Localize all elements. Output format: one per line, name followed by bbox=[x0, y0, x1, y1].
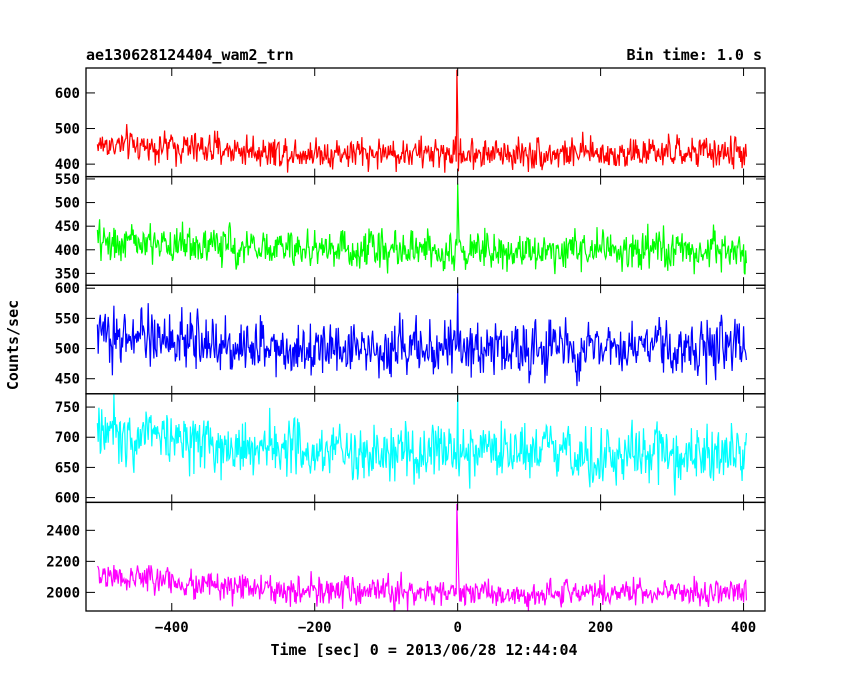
series-line-th0123 bbox=[96, 503, 747, 612]
y-tick-label: 450 bbox=[55, 219, 80, 235]
y-tick-label: 500 bbox=[55, 196, 80, 212]
y-tick-label: 450 bbox=[55, 372, 80, 388]
y-tick-label: 750 bbox=[55, 400, 80, 416]
x-tick-label: −400 bbox=[155, 620, 189, 636]
panel-th1: 350 400 450 500 550 bbox=[55, 172, 766, 286]
y-tick-label: 550 bbox=[55, 172, 80, 188]
x-tick-label: 0 bbox=[453, 620, 461, 636]
panel-th3: 600 650 700 750 bbox=[55, 393, 766, 507]
x-tick-label: −200 bbox=[298, 620, 332, 636]
y-tick-label: 350 bbox=[55, 266, 80, 282]
panel-th0: 400 500 600 bbox=[55, 67, 766, 178]
y-tick-label: 2200 bbox=[46, 554, 80, 570]
x-axis: −400 −200 0 200 400 bbox=[155, 620, 756, 636]
x-axis-title: Time [sec] 0 = 2013/06/28 12:44:04 bbox=[270, 641, 577, 659]
y-tick-label: 500 bbox=[55, 342, 80, 358]
chart-title: ae130628124404_wam2_trn bbox=[86, 46, 294, 64]
panel-frame bbox=[85, 501, 766, 612]
bin-time-label: Bin time: 1.0 s bbox=[627, 46, 762, 64]
y-tick-label: 600 bbox=[55, 86, 80, 102]
x-tick-label: 400 bbox=[731, 620, 756, 636]
y-tick-label: 550 bbox=[55, 311, 80, 327]
panel-th0123: 2000 2200 2400 bbox=[46, 501, 766, 612]
y-tick-label: 500 bbox=[55, 122, 80, 138]
panel-th2: 450 500 550 600 bbox=[55, 281, 766, 395]
y-tick-label: 2000 bbox=[46, 585, 80, 601]
panels-group: 4005006003504004505005504505005506006006… bbox=[46, 67, 766, 612]
y-tick-label: 2400 bbox=[46, 523, 80, 539]
y-tick-label: 400 bbox=[55, 243, 80, 259]
y-tick-label: 700 bbox=[55, 430, 80, 446]
series-line-th1 bbox=[96, 183, 747, 275]
y-axis-title: Counts/sec bbox=[4, 300, 22, 390]
series-line-th0 bbox=[96, 69, 747, 173]
y-tick-label: 600 bbox=[55, 281, 80, 297]
series-line-th2 bbox=[96, 288, 747, 387]
x-tick-label: 200 bbox=[588, 620, 613, 636]
y-tick-label: 400 bbox=[55, 157, 80, 173]
series-line-th3 bbox=[96, 393, 747, 496]
y-tick-label: 600 bbox=[55, 491, 80, 507]
y-tick-label: 650 bbox=[55, 460, 80, 476]
